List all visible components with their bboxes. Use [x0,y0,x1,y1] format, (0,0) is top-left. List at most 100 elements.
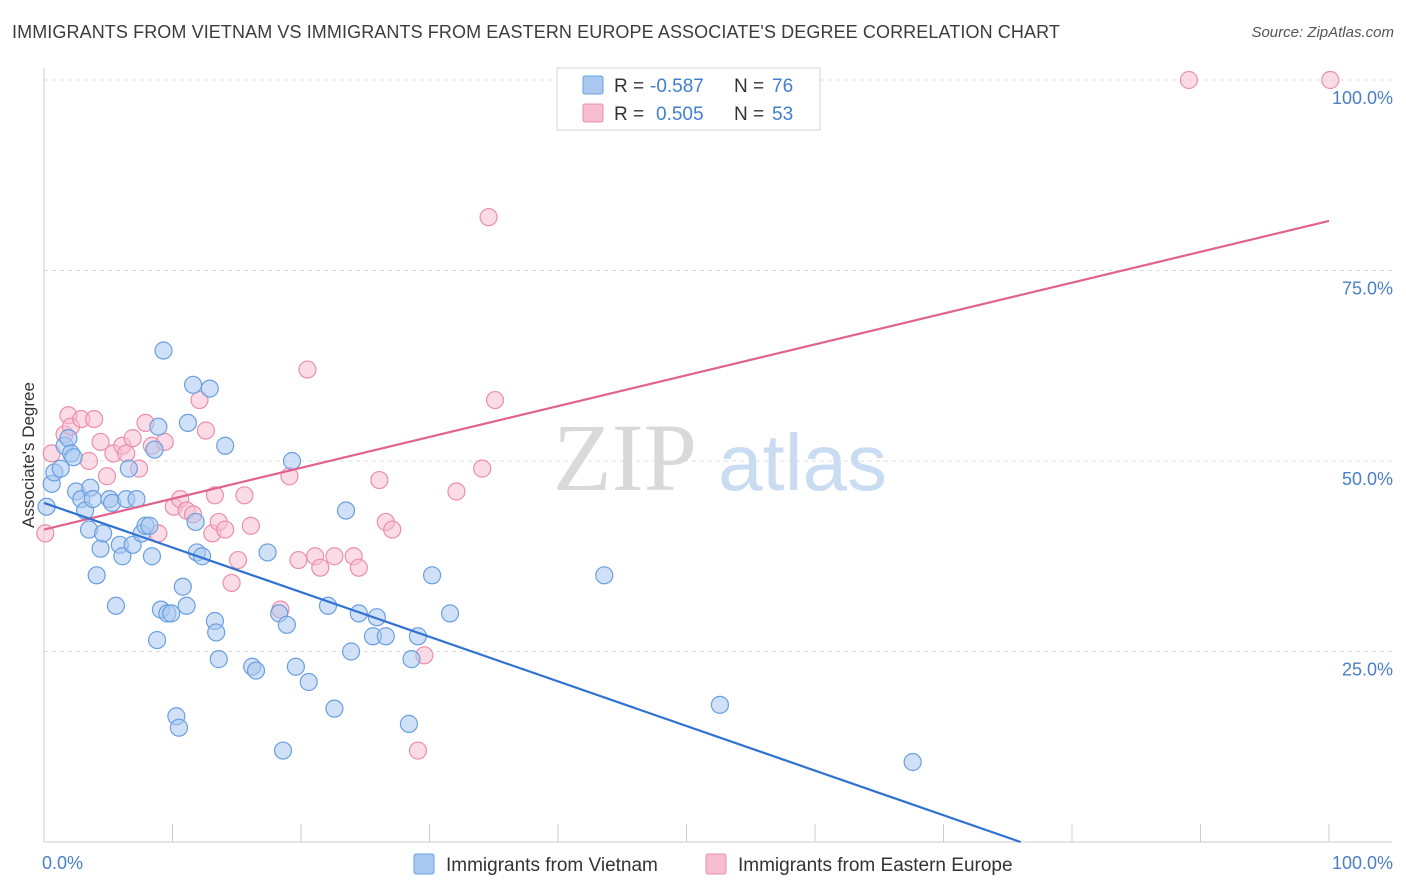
legend-r-value-eastern-europe: 0.505 [656,104,704,125]
vietnam-point [178,413,198,432]
eastern-europe-point [205,486,225,505]
legend-r-label-vietnam: R = [614,76,644,97]
eastern-europe-point [196,421,216,440]
eastern-europe-point [289,550,308,570]
eastern-europe-point [383,520,402,539]
vietnam-point [209,650,228,669]
eastern-europe-point [228,550,248,570]
eastern-europe-point [222,573,241,593]
vietnam-point [113,547,132,566]
y-tick-labels: 25.0% 50.0% 75.0% 100.0% [1332,88,1393,680]
eastern-europe-point [479,208,498,227]
y-axis-title: Associate's Degree [19,382,38,528]
trend-line-eastern-europe [43,219,1330,531]
eastern-europe-point [241,516,260,535]
vietnam-point [59,429,78,448]
eastern-europe-point [91,432,110,452]
vietnam-point [402,650,421,669]
eastern-europe-point [370,470,389,490]
vietnam-point [186,512,205,532]
series-legend-label-eastern-europe: Immigrants from Eastern Europe [738,855,1013,876]
series-legend: Immigrants from Vietnam Immigrants from … [413,853,1013,876]
vietnam-point [173,577,192,596]
vietnam-point [183,375,203,394]
vietnam-point [145,440,164,459]
series-legend-label-vietnam: Immigrants from Vietnam [446,855,658,876]
vietnam-point [277,615,296,634]
vietnam-point [169,718,189,737]
vietnam-point [83,490,102,509]
y-tick-label: 100.0% [1332,88,1393,108]
legend-swatch-vietnam [582,75,604,95]
vietnam-point [273,741,293,760]
series-legend-swatch-eastern-europe [705,853,727,875]
vietnam-point [106,596,126,615]
chart-title: IMMIGRANTS FROM VIETNAM VS IMMIGRANTS FR… [12,22,1060,42]
vietnam-point [119,459,138,478]
vietnam-point [246,661,266,680]
vietnam-point [91,539,110,558]
correlation-legend: R = -0.587 N = 76 R = 0.505 N = 53 [556,67,821,131]
series-vietnam-points [37,341,922,772]
eastern-europe-point [1179,70,1199,90]
vietnam-point [399,714,419,733]
trend-line-vietnam [43,501,1021,844]
source-label: Source: ZipAtlas.com [1251,24,1394,41]
vietnam-point [216,436,235,455]
vietnam-point [376,627,395,646]
eastern-europe-point [216,520,235,539]
x-tick-label-max: 100.0% [1332,853,1393,873]
vietnam-point [299,672,318,692]
vietnam-point [422,566,442,585]
eastern-europe-point [447,482,466,501]
eastern-europe-point [473,459,492,478]
watermark-zip: ZIP [553,404,697,511]
legend-r-label-eastern-europe: R = [614,104,644,125]
vietnam-point [367,608,386,627]
vietnam-point [87,566,106,585]
vietnam-point [177,596,196,615]
eastern-europe-point [325,547,344,566]
vietnam-point [318,596,338,615]
x-ticks [172,824,1330,842]
eastern-europe-point [97,467,117,486]
vietnam-point [595,566,614,585]
vietnam-point [440,604,460,623]
y-tick-label: 75.0% [1342,279,1393,299]
vietnam-point [903,752,922,772]
eastern-europe-point [311,558,330,577]
eastern-europe-point [1321,70,1340,90]
vietnam-point [154,341,173,360]
grid-lines [44,79,1392,652]
legend-n-value-vietnam: 76 [772,76,793,97]
vietnam-point [192,547,212,566]
eastern-europe-point [408,741,428,760]
watermark: ZIP atlas [553,404,887,511]
eastern-europe-point [123,429,142,448]
vietnam-point [149,417,168,436]
vietnam-point [94,524,113,543]
vietnam-point [258,543,277,562]
vietnam-point [162,604,181,623]
eastern-europe-point [349,558,368,577]
eastern-europe-point [235,486,254,505]
y-tick-label: 25.0% [1342,660,1393,680]
vietnam-point [325,699,344,718]
legend-swatch-eastern-europe [582,103,604,123]
eastern-europe-point [85,409,104,429]
vietnam-point [200,379,219,398]
vietnam-point [51,459,70,478]
legend-n-label-vietnam: N = [734,76,764,97]
vietnam-point [147,630,167,650]
eastern-europe-point [79,451,99,471]
legend-r-value-vietnam: -0.587 [650,76,704,97]
series-legend-swatch-vietnam [413,853,435,875]
vietnam-point [142,547,162,566]
vietnam-point [140,516,159,535]
vietnam-point [710,695,730,714]
eastern-europe-point [117,444,136,463]
vietnam-point [286,657,305,676]
eastern-europe-point [485,390,505,410]
vietnam-point [207,623,226,642]
